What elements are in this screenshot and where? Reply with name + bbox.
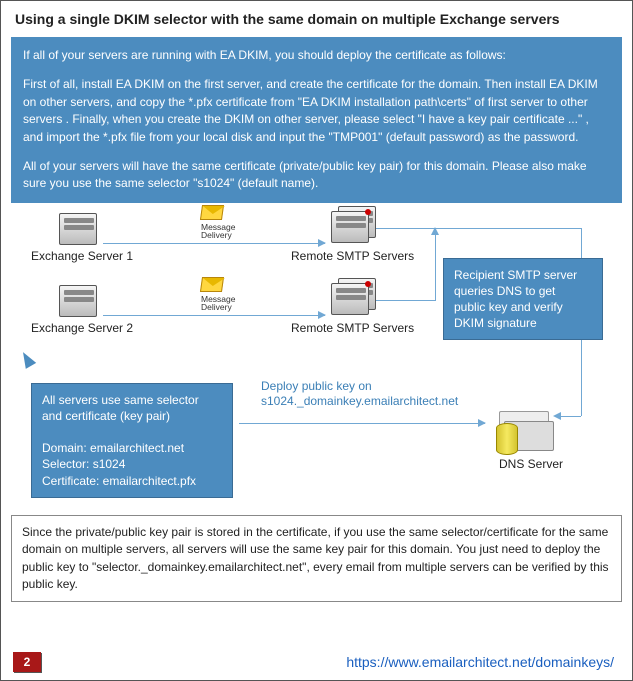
- callout-selector-cert: All servers use same selector and certif…: [31, 383, 233, 498]
- connector-line: [376, 300, 436, 301]
- intro-p3: All of your servers will have the same c…: [23, 158, 610, 193]
- smtp1-label: Remote SMTP Servers: [291, 249, 414, 263]
- server-icon: [59, 285, 97, 317]
- callout-dns-query: Recipient SMTP server queries DNS to get…: [443, 258, 603, 341]
- smtp-servers-icon: [331, 283, 369, 315]
- footer-url: https://www.emailarchitect.net/domainkey…: [346, 654, 614, 670]
- connector-line: [376, 228, 581, 229]
- arrow-ex1-smtp1: [103, 243, 325, 244]
- diagram-area: Exchange Server 1 Exchange Server 2 Remo…: [11, 203, 622, 513]
- intro-p2: First of all, install EA DKIM on the fir…: [23, 76, 610, 146]
- msg-delivery-label: MessageDelivery: [201, 295, 236, 312]
- server-icon: [59, 213, 97, 245]
- footer-note: Since the private/public key pair is sto…: [11, 515, 622, 603]
- ex1-label: Exchange Server 1: [31, 249, 133, 263]
- intro-p1: If all of your servers are running with …: [23, 47, 610, 64]
- connector-line: [559, 416, 581, 417]
- page-title: Using a single DKIM selector with the sa…: [1, 1, 632, 33]
- arrow-ex2-smtp2: [103, 315, 325, 316]
- smtp-servers-icon: [331, 211, 369, 243]
- msg-delivery-label: MessageDelivery: [201, 223, 236, 240]
- callout-tail-icon: [18, 349, 36, 369]
- dns-label: DNS Server: [499, 457, 563, 471]
- smtp2-label: Remote SMTP Servers: [291, 321, 414, 335]
- page-number-badge: 2: [13, 652, 41, 672]
- page-container: Using a single DKIM selector with the sa…: [0, 0, 633, 681]
- arrow-deploy-dns: [239, 423, 485, 424]
- intro-box: If all of your servers are running with …: [11, 37, 622, 203]
- envelope-icon: [200, 205, 224, 220]
- connector-line: [435, 228, 436, 300]
- arrow-head-icon: [553, 412, 561, 420]
- deploy-key-label: Deploy public key on s1024._domainkey.em…: [261, 379, 458, 410]
- ex2-label: Exchange Server 2: [31, 321, 133, 335]
- envelope-icon: [200, 277, 224, 292]
